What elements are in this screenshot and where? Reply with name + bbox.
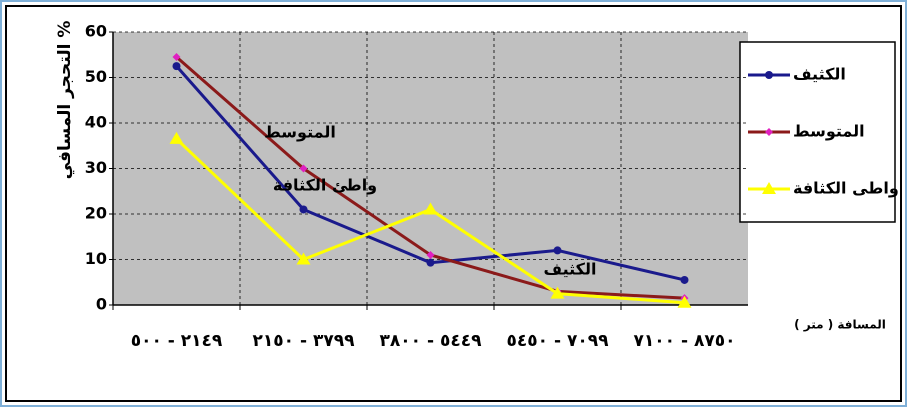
annotation: الكثيف bbox=[544, 260, 597, 279]
y-tick-label: 10 bbox=[85, 249, 107, 268]
point bbox=[553, 246, 562, 255]
legend-label: الكثيف bbox=[793, 65, 846, 84]
point bbox=[762, 182, 776, 194]
point bbox=[426, 258, 435, 267]
x-tick-label: ٢١٤٩ - ٥٠٠ bbox=[131, 331, 223, 351]
point bbox=[299, 164, 308, 173]
legend-label: المتوسط bbox=[793, 122, 865, 141]
x-tick-label: ٥٤٤٩ - ٣٨٠٠ bbox=[380, 331, 483, 351]
x-tick-label: ٣٧٩٩ - ٢١٥٠ bbox=[253, 331, 356, 351]
point bbox=[765, 71, 773, 79]
x-tick-label: ٨٧٥٠ - ٧١٠٠ bbox=[634, 331, 736, 351]
annotation: واطئ الكثافة bbox=[273, 176, 377, 195]
y-tick-label: 20 bbox=[85, 204, 107, 223]
point bbox=[765, 128, 773, 136]
legend-label: واطى الكثافة bbox=[793, 179, 899, 198]
point bbox=[299, 205, 308, 214]
y-tick-label: 60 bbox=[85, 22, 107, 41]
point bbox=[172, 62, 181, 71]
point bbox=[426, 250, 435, 259]
y-tick-label: 0 bbox=[96, 295, 107, 314]
y-tick-label: 50 bbox=[85, 67, 107, 86]
point bbox=[169, 131, 184, 144]
point bbox=[677, 295, 692, 308]
x-tick-label: ٧٠٩٩ - ٥٤٥٠ bbox=[507, 331, 610, 351]
y-axis-label: التحجر المسافي % bbox=[55, 21, 75, 180]
point bbox=[423, 202, 438, 215]
point bbox=[296, 252, 311, 265]
inner-frame bbox=[5, 5, 902, 402]
point bbox=[550, 286, 565, 299]
annotation: المتوسط bbox=[264, 123, 336, 142]
point bbox=[172, 53, 181, 62]
y-tick-label: 30 bbox=[85, 158, 107, 177]
point bbox=[680, 275, 689, 284]
y-tick-label: 40 bbox=[85, 113, 107, 132]
x-axis-label: المسافة ( متر ) bbox=[794, 318, 886, 332]
